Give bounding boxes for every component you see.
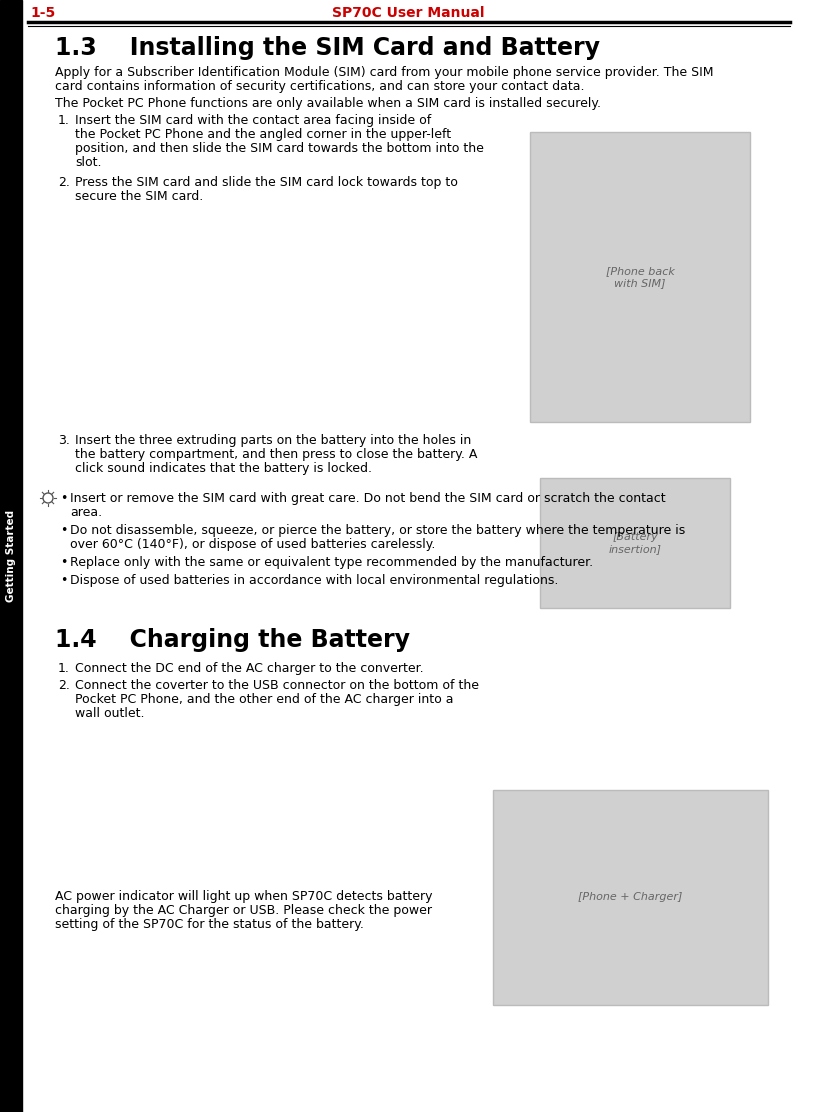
Text: 2.: 2. bbox=[58, 176, 70, 189]
Text: Insert the SIM card with the contact area facing inside of: Insert the SIM card with the contact are… bbox=[75, 115, 431, 127]
Text: Press the SIM card and slide the SIM card lock towards top to: Press the SIM card and slide the SIM car… bbox=[75, 176, 458, 189]
Text: area.: area. bbox=[70, 506, 102, 519]
Text: card contains information of security certifications, and can store your contact: card contains information of security ce… bbox=[55, 80, 584, 93]
Bar bbox=[493, 790, 768, 1005]
Text: click sound indicates that the battery is locked.: click sound indicates that the battery i… bbox=[75, 461, 372, 475]
Text: setting of the SP70C for the status of the battery.: setting of the SP70C for the status of t… bbox=[55, 919, 364, 931]
Text: charging by the AC Charger or USB. Please check the power: charging by the AC Charger or USB. Pleas… bbox=[55, 904, 432, 917]
Text: 1-5: 1-5 bbox=[30, 6, 55, 20]
Text: 1.: 1. bbox=[58, 662, 70, 675]
Bar bbox=[530, 132, 750, 421]
Bar bbox=[0, 0, 22, 1112]
Text: [Battery
insertion]: [Battery insertion] bbox=[609, 533, 662, 554]
Text: the Pocket PC Phone and the angled corner in the upper-left: the Pocket PC Phone and the angled corne… bbox=[75, 128, 451, 141]
Text: Connect the DC end of the AC charger to the converter.: Connect the DC end of the AC charger to … bbox=[75, 662, 424, 675]
Text: 1.4    Charging the Battery: 1.4 Charging the Battery bbox=[55, 628, 410, 652]
Text: slot.: slot. bbox=[75, 156, 101, 169]
Text: Insert or remove the SIM card with great care. Do not bend the SIM card or scrat: Insert or remove the SIM card with great… bbox=[70, 492, 666, 505]
Text: •: • bbox=[60, 574, 68, 587]
Text: position, and then slide the SIM card towards the bottom into the: position, and then slide the SIM card to… bbox=[75, 142, 484, 155]
Text: [Phone + Charger]: [Phone + Charger] bbox=[579, 893, 683, 903]
Text: secure the SIM card.: secure the SIM card. bbox=[75, 190, 203, 203]
Text: Replace only with the same or equivalent type recommended by the manufacturer.: Replace only with the same or equivalent… bbox=[70, 556, 593, 569]
Text: Do not disassemble, squeeze, or pierce the battery, or store the battery where t: Do not disassemble, squeeze, or pierce t… bbox=[70, 524, 685, 537]
Bar bbox=[540, 478, 730, 608]
Text: AC power indicator will light up when SP70C detects battery: AC power indicator will light up when SP… bbox=[55, 890, 432, 903]
Text: Apply for a Subscriber Identification Module (SIM) card from your mobile phone s: Apply for a Subscriber Identification Mo… bbox=[55, 66, 713, 79]
Text: Pocket PC Phone, and the other end of the AC charger into a: Pocket PC Phone, and the other end of th… bbox=[75, 693, 454, 706]
Text: the battery compartment, and then press to close the battery. A: the battery compartment, and then press … bbox=[75, 448, 477, 461]
Text: •: • bbox=[60, 492, 68, 505]
Text: [Phone back
with SIM]: [Phone back with SIM] bbox=[605, 266, 675, 288]
Text: over 60°C (140°F), or dispose of used batteries carelessly.: over 60°C (140°F), or dispose of used ba… bbox=[70, 538, 436, 552]
Text: 3.: 3. bbox=[58, 434, 70, 447]
Text: Insert the three extruding parts on the battery into the holes in: Insert the three extruding parts on the … bbox=[75, 434, 472, 447]
Text: •: • bbox=[60, 524, 68, 537]
Text: Connect the coverter to the USB connector on the bottom of the: Connect the coverter to the USB connecto… bbox=[75, 679, 479, 692]
Text: •: • bbox=[60, 556, 68, 569]
Text: Dispose of used batteries in accordance with local environmental regulations.: Dispose of used batteries in accordance … bbox=[70, 574, 558, 587]
Text: 1.3    Installing the SIM Card and Battery: 1.3 Installing the SIM Card and Battery bbox=[55, 36, 600, 60]
Text: SP70C User Manual: SP70C User Manual bbox=[332, 6, 484, 20]
Text: Getting Started: Getting Started bbox=[6, 510, 16, 602]
Text: 2.: 2. bbox=[58, 679, 70, 692]
Text: 1.: 1. bbox=[58, 115, 70, 127]
Text: wall outlet.: wall outlet. bbox=[75, 707, 144, 719]
Text: The Pocket PC Phone functions are only available when a SIM card is installed se: The Pocket PC Phone functions are only a… bbox=[55, 97, 601, 110]
